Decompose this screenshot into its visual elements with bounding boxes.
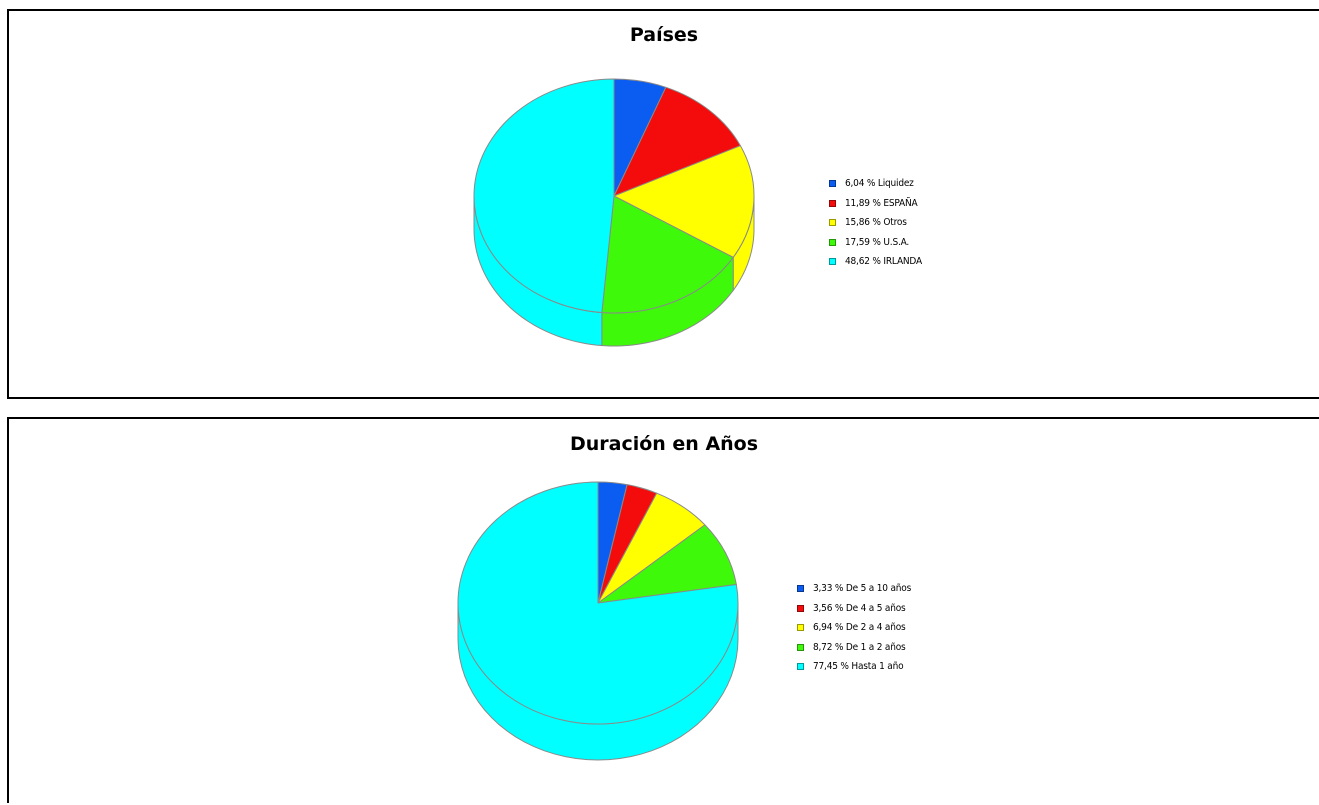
legend-item: 3,33 % De 5 a 10 años: [797, 579, 911, 599]
legend-item: 3,56 % De 4 a 5 años: [797, 599, 911, 619]
legend-swatch: [829, 199, 836, 207]
legend-swatch: [797, 585, 804, 593]
legend-swatch: [829, 219, 836, 227]
legend-swatch: [829, 238, 836, 246]
legend-item: 77,45 % Hasta 1 año: [797, 657, 911, 677]
chart-panel-paises: Países 6,04 % Liquidez 11,89 % ESPAÑA 15…: [7, 9, 1319, 399]
legend-item: 48,62 % IRLANDA: [829, 252, 922, 272]
legend-label: 17,59 % U.S.A.: [845, 236, 910, 248]
legend-label: 77,45 % Hasta 1 año: [813, 661, 904, 673]
legend-label: 3,33 % De 5 a 10 años: [813, 583, 912, 595]
chart-title: Países: [629, 24, 699, 46]
legend-item: 6,94 % De 2 a 4 años: [797, 618, 911, 638]
legend-label: 6,04 % Liquidez: [845, 178, 914, 190]
pie-slice-hasta-1-a-o: [457, 481, 739, 725]
chart-title: Duración en Años: [569, 433, 759, 455]
legend-swatch: [797, 604, 804, 612]
legend-label: 15,86 % Otros: [845, 217, 907, 229]
chart-panel-duracion: Duración en Años 3,33 % De 5 a 10 años 3…: [7, 417, 1319, 803]
legend-label: 3,56 % De 4 a 5 años: [813, 602, 906, 614]
legend-swatch: [797, 643, 804, 651]
legend-label: 11,89 % ESPAÑA: [845, 197, 918, 209]
chart-legend: 6,04 % Liquidez 11,89 % ESPAÑA 15,86 % O…: [829, 174, 922, 272]
chart-legend: 3,33 % De 5 a 10 años 3,56 % De 4 a 5 añ…: [797, 579, 911, 677]
legend-item: 15,86 % Otros: [829, 213, 922, 233]
legend-swatch: [829, 258, 836, 266]
pie-slice-irlanda: [473, 78, 615, 314]
pie-slice-espa-a: [613, 86, 741, 197]
legend-item: 17,59 % U.S.A.: [829, 233, 922, 253]
pie-chart-paises: [473, 78, 755, 347]
legend-item: 8,72 % De 1 a 2 años: [797, 638, 911, 658]
legend-label: 6,94 % De 2 a 4 años: [813, 622, 906, 634]
pie-slice-otros: [613, 145, 755, 258]
legend-label: 8,72 % De 1 a 2 años: [813, 641, 906, 653]
pie-chart-duracion: [457, 481, 739, 761]
legend-swatch: [797, 663, 804, 671]
legend-item: 6,04 % Liquidez: [829, 174, 922, 194]
legend-label: 48,62 % IRLANDA: [845, 256, 922, 268]
legend-swatch: [797, 624, 804, 632]
legend-swatch: [829, 180, 836, 188]
pie-slice-u-s-a-: [601, 195, 734, 314]
legend-item: 11,89 % ESPAÑA: [829, 194, 922, 214]
